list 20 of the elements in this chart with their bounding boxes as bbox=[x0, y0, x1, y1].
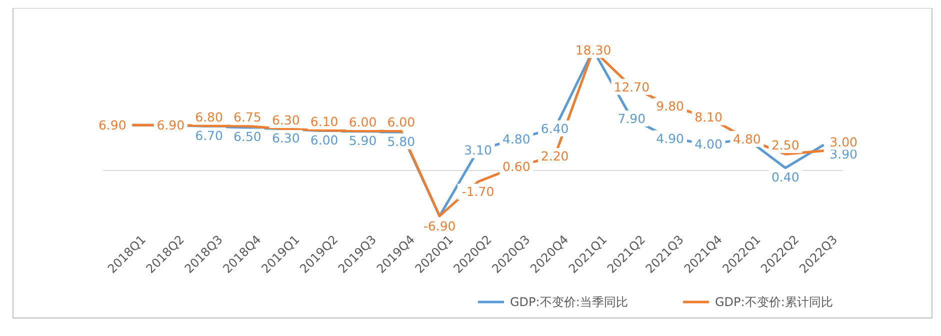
data-label: 5.80 bbox=[387, 134, 416, 149]
data-label: 5.90 bbox=[348, 133, 377, 148]
data-label: 6.70 bbox=[195, 128, 224, 143]
data-label: -6.90 bbox=[423, 218, 456, 234]
data-label: 6.10 bbox=[310, 114, 338, 129]
data-label: 6.30 bbox=[272, 130, 300, 146]
data-label: -1.70 bbox=[462, 184, 494, 200]
data-label: 6.80 bbox=[195, 109, 224, 124]
legend-label: GDP:不变价:当季同比 bbox=[510, 295, 628, 309]
data-label: 6.00 bbox=[387, 114, 416, 130]
data-label: 6.30 bbox=[272, 112, 300, 128]
data-label: 0.40 bbox=[771, 169, 800, 184]
legend-label: GDP:不变价:累计同比 bbox=[715, 295, 833, 309]
data-label: 6.90 bbox=[98, 118, 126, 133]
data-label: 6.50 bbox=[234, 129, 262, 144]
data-label: 3.00 bbox=[830, 134, 858, 150]
data-label: 6.75 bbox=[234, 110, 262, 125]
data-label: 6.00 bbox=[310, 132, 338, 148]
data-label: 2.50 bbox=[771, 138, 800, 153]
data-label: 6.00 bbox=[348, 114, 377, 130]
